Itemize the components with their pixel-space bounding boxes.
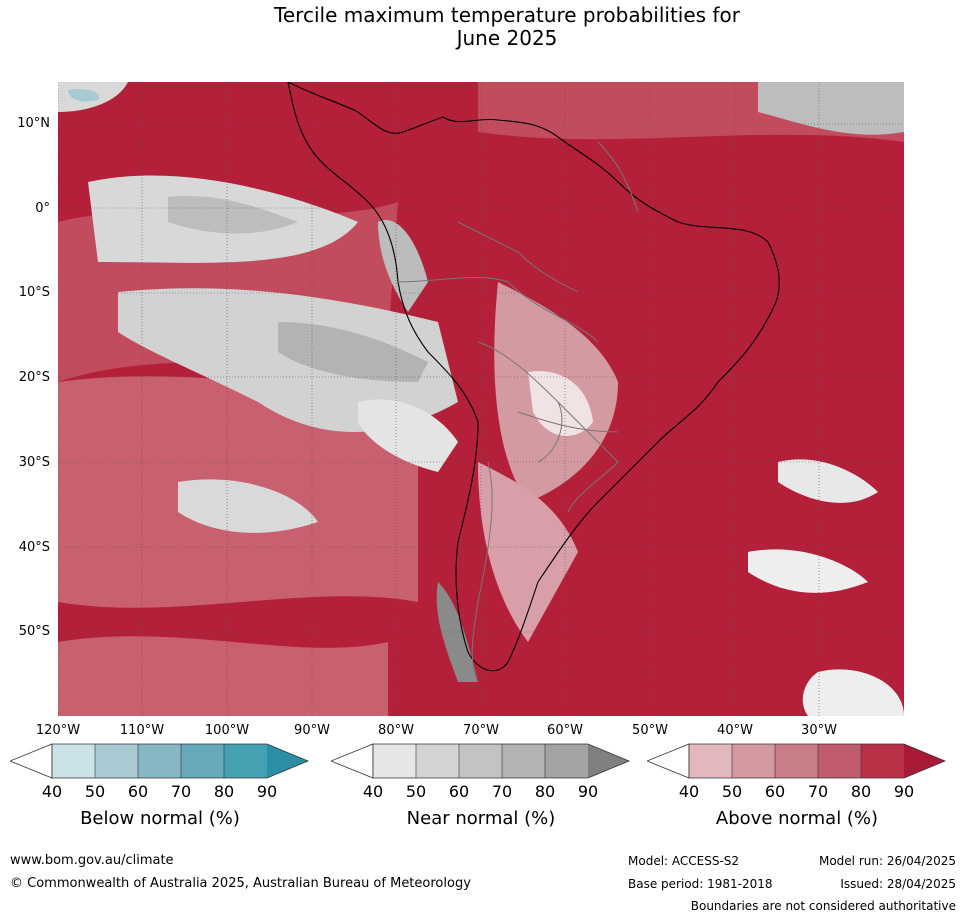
base-period-text: Base period: 1981-2018 — [628, 877, 773, 891]
tick-label: 50 — [405, 782, 427, 801]
cb-near-seg-1 — [373, 744, 416, 778]
tick-label: 60 — [127, 782, 149, 801]
probability-map — [58, 82, 904, 716]
issued-text: Issued: 28/04/2025 — [840, 877, 956, 891]
cb-near-seg-3 — [459, 744, 502, 778]
cb-below-seg-5 — [224, 744, 267, 778]
tick-label: 80 — [213, 782, 235, 801]
tick-label: 40 — [41, 782, 63, 801]
tick-label: 90 — [256, 782, 278, 801]
colorbar-near-title: Near normal (%) — [406, 808, 556, 829]
lon-label-50w: 50°W — [632, 723, 668, 738]
lat-label-50s: 50°S — [18, 624, 50, 639]
tick-label: 70 — [807, 782, 829, 801]
tick-label: 50 — [84, 782, 106, 801]
title-line-1: Tercile maximum temperature probabilitie… — [274, 3, 740, 27]
lon-label-40w: 40°W — [717, 723, 753, 738]
colorbar-below-title: Below normal (%) — [80, 808, 240, 829]
disclaimer-text: Boundaries are not considered authoritat… — [690, 899, 956, 913]
lat-label-20s: 20°S — [18, 370, 50, 385]
tick-label: 80 — [534, 782, 556, 801]
coastline — [287, 82, 780, 672]
tick-label: 70 — [170, 782, 192, 801]
lat-label-40s: 40°S — [18, 540, 50, 555]
lat-label-10s: 10°S — [18, 285, 50, 300]
tick-label: 60 — [448, 782, 470, 801]
colorbar-above-title: Above normal (%) — [715, 808, 879, 829]
cb-below-arrow-left — [10, 743, 53, 779]
colorbar-above-normal — [647, 743, 947, 779]
cb-near-arrow-left — [331, 743, 374, 779]
map-title: Tercile maximum temperature probabilitie… — [0, 4, 965, 50]
cb-above-arrow-right — [904, 744, 945, 778]
lat-label-10n: 10°N — [17, 116, 50, 131]
tick-label: 90 — [893, 782, 915, 801]
colorbar-below-normal — [10, 743, 310, 779]
tick-label: 40 — [678, 782, 700, 801]
cb-near-seg-5 — [545, 744, 588, 778]
cb-above-seg-1 — [689, 744, 732, 778]
colorbar-near-normal — [331, 743, 631, 779]
tick-label: 60 — [764, 782, 786, 801]
model-run-text: Model run: 26/04/2025 — [818, 854, 956, 868]
title-line-2: June 2025 — [456, 26, 558, 50]
tick-label: 90 — [577, 782, 599, 801]
cb-above-seg-2 — [732, 744, 775, 778]
cb-below-seg-1 — [52, 744, 95, 778]
cb-above-seg-3 — [775, 744, 818, 778]
lon-label-70w: 70°W — [463, 723, 499, 738]
tick-label: 40 — [362, 782, 384, 801]
cb-above-seg-5 — [861, 744, 904, 778]
tick-label: 50 — [721, 782, 743, 801]
lon-label-30w: 30°W — [801, 723, 837, 738]
copyright-text: © Commonwealth of Australia 2025, Austra… — [10, 876, 471, 891]
cb-near-seg-2 — [416, 744, 459, 778]
tick-label: 70 — [491, 782, 513, 801]
cb-below-arrow-right — [267, 744, 308, 778]
cb-below-seg-4 — [181, 744, 224, 778]
cb-below-seg-2 — [95, 744, 138, 778]
lon-label-110w: 110°W — [119, 723, 165, 738]
tick-label: 80 — [850, 782, 872, 801]
lon-label-80w: 80°W — [378, 723, 414, 738]
cb-near-seg-4 — [502, 744, 545, 778]
lon-label-60w: 60°W — [547, 723, 583, 738]
lat-label-30s: 30°S — [18, 455, 50, 470]
cb-above-seg-4 — [818, 744, 861, 778]
lon-label-120w: 120°W — [35, 723, 81, 738]
cb-near-arrow-right — [588, 744, 629, 778]
cb-below-seg-3 — [138, 744, 181, 778]
lon-label-90w: 90°W — [294, 723, 330, 738]
lat-label-0: 0° — [35, 201, 50, 216]
cb-above-arrow-left — [647, 743, 690, 779]
model-text: Model: ACCESS-S2 — [628, 854, 740, 868]
lon-label-100w: 100°W — [204, 723, 250, 738]
website-link[interactable]: www.bom.gov.au/climate — [10, 853, 174, 868]
